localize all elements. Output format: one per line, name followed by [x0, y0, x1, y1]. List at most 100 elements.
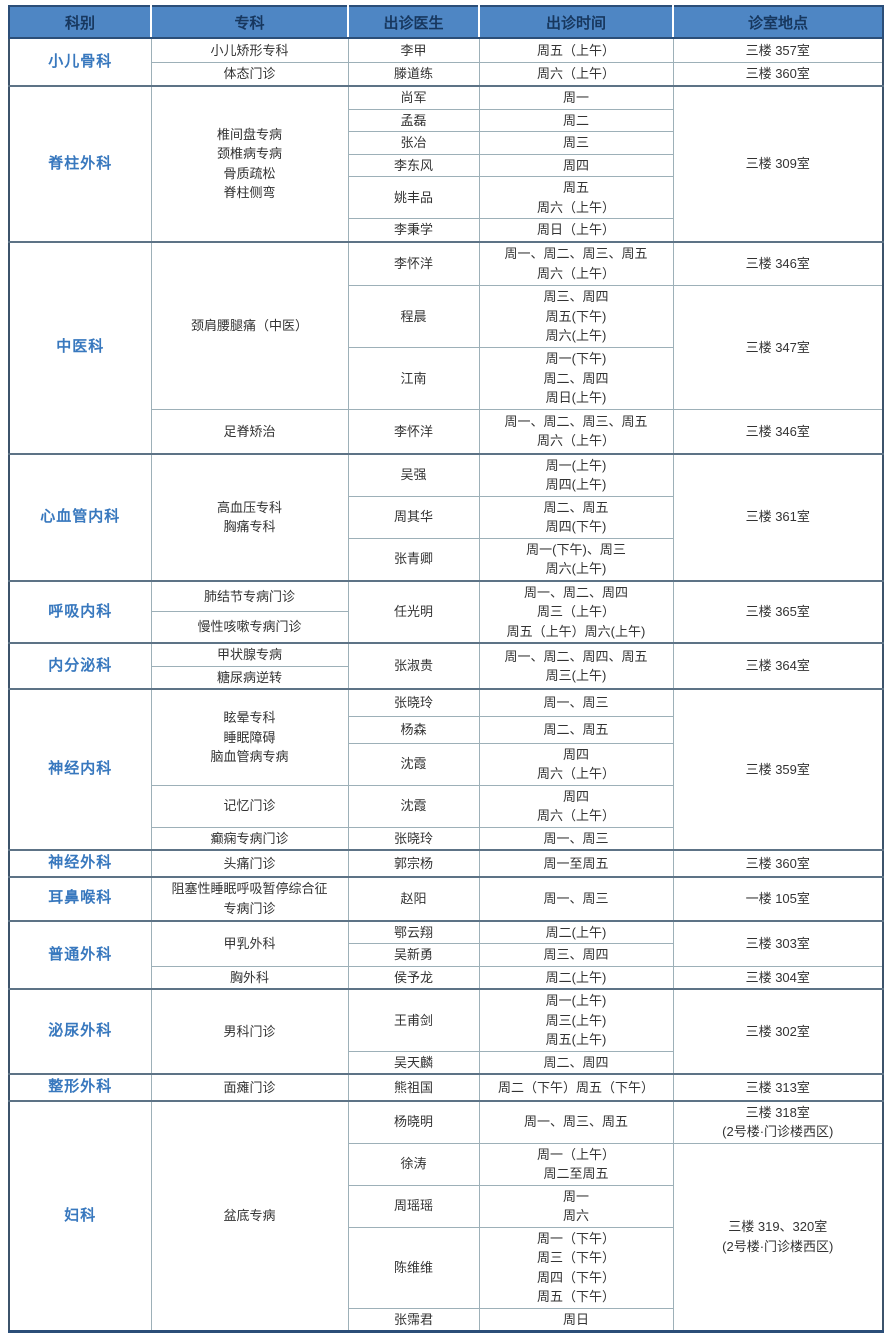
cell-specialty: 体态门诊	[150, 61, 349, 87]
table-row: 糖尿病逆转	[9, 665, 883, 690]
cell-time: 周三、周四	[478, 943, 674, 967]
cell-time: 周一、周二、周四、周五 周三(上午)	[478, 642, 674, 690]
cell-doctor: 张青卿	[347, 537, 480, 581]
table-row: 慢性咳嗽专病门诊	[9, 611, 883, 644]
clinic-schedule-table: 科别 专科 出诊医生 出诊时间 诊室地点 小儿骨科 小儿矫形专科 李甲 周五（上午）三…	[8, 5, 884, 1333]
cell-time: 周一、周二、周四 周三（上午） 周五（上午）周六(上午)	[478, 579, 674, 644]
cell-specialty: 甲乳外科	[150, 919, 349, 967]
cell-time: 周六（上午）	[478, 61, 674, 87]
cell-doctor: 吴强	[347, 452, 480, 497]
table-row: 孟磊 周二	[9, 108, 883, 132]
cell-doctor: 张霈君	[347, 1307, 480, 1332]
cell-time: 周五 周六（上午）	[478, 176, 674, 219]
cell-doctor: 周瑶瑶	[347, 1184, 480, 1228]
column-header-department: 科别	[8, 5, 152, 39]
cell-doctor: 熊祖国	[347, 1073, 480, 1101]
cell-doctor: 张晓玲	[347, 826, 480, 851]
cell-time: 周二、周四	[478, 1050, 674, 1075]
cell-doctor: 杨晓明	[347, 1099, 480, 1144]
cell-time: 周一至周五	[478, 849, 674, 877]
cell-specialty: 记忆门诊	[150, 784, 349, 828]
cell-location: 三楼 364室	[672, 642, 884, 690]
cell-specialty: 面瘫门诊	[150, 1073, 349, 1101]
cell-department: 脊柱外科	[8, 85, 152, 242]
column-header-location: 诊室地点	[672, 5, 884, 39]
cell-department: 泌尿外科	[8, 988, 152, 1075]
table-row: 陈维维 周一（下午） 周三（下午） 周四（下午） 周五（下午）	[9, 1226, 883, 1309]
cell-doctor: 沈霞	[347, 784, 480, 828]
cell-doctor: 郭宗杨	[347, 849, 480, 877]
cell-time: 周一(上午) 周三(上午) 周五(上午)	[478, 988, 674, 1052]
cell-time: 周一 周六	[478, 1184, 674, 1228]
cell-specialty: 糖尿病逆转	[150, 665, 349, 690]
cell-department: 内分泌科	[8, 642, 152, 690]
table-row: 张冶 周三	[9, 131, 883, 155]
cell-doctor: 吴新勇	[347, 943, 480, 967]
cell-location: 三楼 357室	[672, 37, 884, 63]
table-row: 耳鼻喉科 阻塞性睡眠呼吸暂停综合征 专病门诊 赵阳 周一、周三 一楼 105室	[8, 875, 884, 921]
table-row: 体态门诊 滕道练 周六（上午） 三楼 360室	[9, 61, 884, 87]
cell-doctor: 鄂云翔	[347, 919, 480, 944]
cell-doctor: 孟磊	[347, 108, 480, 132]
cell-location: 三楼 346室	[672, 409, 884, 454]
cell-specialty: 胸外科	[150, 965, 349, 990]
cell-time: 周日（上午）	[478, 218, 674, 242]
cell-doctor: 杨森	[347, 715, 480, 744]
cell-department: 整形外科	[8, 1073, 152, 1101]
table-row: 泌尿外科 男科门诊 王甫剑 周一(上午) 周三(上午) 周五(上午) 三楼 302室	[8, 988, 884, 1075]
cell-doctor: 张晓玲	[347, 688, 480, 717]
cell-specialty: 盆底专病	[150, 1099, 349, 1332]
cell-specialty: 高血压专科 胸痛专科	[150, 452, 349, 581]
cell-department: 呼吸内科	[8, 579, 152, 644]
cell-doctor: 滕道练	[347, 61, 480, 87]
cell-time: 周二(上午)	[478, 965, 674, 990]
table-row: 小儿骨科 小儿矫形专科 李甲 周五（上午） 三楼 357室	[8, 37, 884, 87]
cell-department: 普通外科	[8, 919, 152, 990]
cell-location: 三楼 318室 (2号楼·门诊楼西区)	[672, 1099, 884, 1144]
page: 科别 专科 出诊医生 出诊时间 诊室地点 小儿骨科 小儿矫形专科 李甲 周五（上午）三…	[8, 5, 884, 1333]
table-row: 呼吸内科 肺结节专病门诊 任光明 周一、周二、周四 周三（上午） 周五（上午）周六(上…	[8, 579, 884, 644]
table-row: 吴天麟 周二、周四	[9, 1050, 883, 1075]
header-row: 科别 专科 出诊医生 出诊时间 诊室地点	[8, 5, 884, 39]
table-row: 周瑶瑶 周一 周六	[9, 1184, 883, 1228]
table-row: 脊柱外科 椎间盘专病 颈椎病专病 骨质疏松 脊柱侧弯 尚军 周一 三楼 309室	[8, 85, 884, 242]
table-row: 癫痫专病门诊 张晓玲 周一、周三	[9, 826, 883, 851]
table-row: 整形外科 面瘫门诊 熊祖国 周二（下午）周五（下午） 三楼 313室	[8, 1073, 884, 1101]
cell-specialty: 椎间盘专病 颈椎病专病 骨质疏松 脊柱侧弯	[150, 85, 349, 242]
cell-time: 周三、周四 周五(下午) 周六(上午)	[478, 285, 674, 348]
cell-location: 三楼 365室	[672, 579, 884, 644]
cell-specialty: 甲状腺专病	[150, 642, 349, 667]
table-row: 张青卿 周一(下午)、周三 周六(上午)	[9, 537, 883, 581]
table-row: 内分泌科 甲状腺专病 张淑贵 周一、周二、周四、周五 周三(上午) 三楼 364室	[8, 642, 884, 690]
cell-location: 三楼 319、320室 (2号楼·门诊楼西区)	[672, 1142, 884, 1332]
cell-specialty: 慢性咳嗽专病门诊	[150, 611, 349, 644]
cell-specialty: 男科门诊	[150, 988, 349, 1075]
cell-doctor: 陈维维	[347, 1226, 480, 1309]
cell-time: 周二、周五 周四(下午)	[478, 495, 674, 539]
cell-time: 周日	[478, 1307, 674, 1332]
cell-location: 三楼 303室	[672, 919, 884, 967]
cell-time: 周二（下午）周五（下午）	[478, 1073, 674, 1101]
cell-specialty: 小儿矫形专科	[150, 37, 349, 63]
table-row: 周其华 周二、周五 周四(下午)	[9, 495, 883, 539]
cell-time: 周二(上午)	[478, 919, 674, 944]
table-row: 沈霞 周四 周六（上午）	[9, 742, 883, 786]
cell-specialty: 头痛门诊	[150, 849, 349, 877]
cell-specialty: 肺结节专病门诊	[150, 579, 349, 613]
cell-location: 三楼 304室	[672, 965, 884, 990]
schedule-table-body: 小儿骨科 小儿矫形专科 李甲 周五（上午） 三楼 357室 体态门诊 滕道练 周六（上午） 三楼…	[8, 37, 884, 1332]
cell-doctor: 江南	[347, 347, 480, 410]
cell-time: 周一(下午)、周三 周六(上午)	[478, 537, 674, 581]
cell-time: 周一、周三	[478, 875, 674, 921]
cell-time: 周一（上午） 周二至周五	[478, 1142, 674, 1186]
cell-time: 周二、周五	[478, 715, 674, 744]
cell-department: 心血管内科	[8, 452, 152, 581]
cell-doctor: 李怀洋	[347, 409, 480, 454]
cell-location: 三楼 313室	[672, 1073, 884, 1101]
table-row: 姚丰品 周五 周六（上午）	[9, 176, 883, 219]
cell-location: 三楼 309室	[672, 85, 884, 242]
cell-doctor: 沈霞	[347, 742, 480, 786]
cell-time: 周一、周三	[478, 688, 674, 717]
cell-doctor: 李秉学	[347, 218, 480, 242]
cell-specialty: 阻塞性睡眠呼吸暂停综合征 专病门诊	[150, 875, 349, 921]
